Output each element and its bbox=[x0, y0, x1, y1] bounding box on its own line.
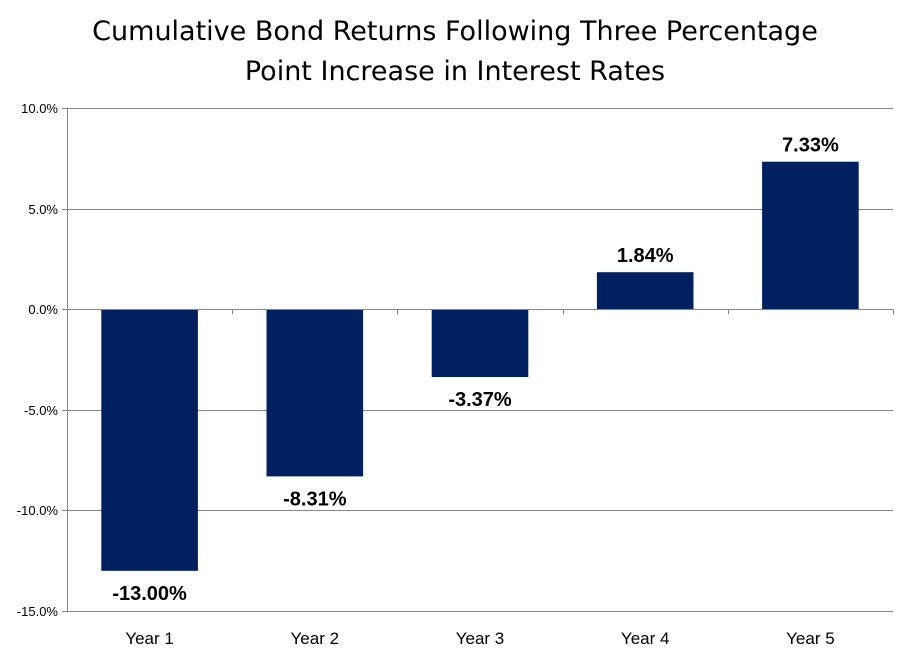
x-tick-label: Year 5 bbox=[786, 629, 835, 648]
chart-title-line-2: Point Increase in Interest Rates bbox=[244, 56, 666, 87]
y-tick-label: 5.0% bbox=[28, 202, 58, 217]
labels: 10.0% 5.0% 0.0% -5.0% -10.0% -15.0% -13.00% Yea… bbox=[17, 101, 839, 648]
y-tick-label: -5.0% bbox=[24, 403, 58, 418]
data-label: 7.33% bbox=[782, 135, 839, 157]
chart-title-line-1: Cumulative Bond Returns Following Three … bbox=[92, 16, 818, 47]
x-tick-label: Year 2 bbox=[291, 629, 340, 648]
y-tick-label: -15.0% bbox=[17, 604, 59, 619]
chart-title: Cumulative Bond Returns Following Three … bbox=[0, 12, 910, 92]
bars bbox=[101, 161, 859, 571]
bar-year-4 bbox=[596, 272, 694, 310]
data-label: -13.00% bbox=[112, 583, 187, 605]
y-tick-label: 0.0% bbox=[28, 302, 58, 317]
y-tick-label: 10.0% bbox=[21, 101, 58, 116]
bar-year-2 bbox=[266, 309, 364, 477]
x-tick-label: Year 3 bbox=[456, 629, 505, 648]
bar-year-3 bbox=[431, 309, 529, 377]
data-label: -8.31% bbox=[283, 488, 347, 510]
data-label: -3.37% bbox=[448, 389, 512, 411]
bar-year-5 bbox=[762, 161, 859, 310]
x-tick-label: Year 1 bbox=[125, 629, 174, 648]
x-tick-label: Year 4 bbox=[621, 629, 670, 648]
y-tick-label: -10.0% bbox=[17, 503, 59, 518]
data-label: 1.84% bbox=[617, 245, 674, 267]
bar-year-1 bbox=[101, 309, 198, 571]
axes bbox=[62, 108, 894, 612]
